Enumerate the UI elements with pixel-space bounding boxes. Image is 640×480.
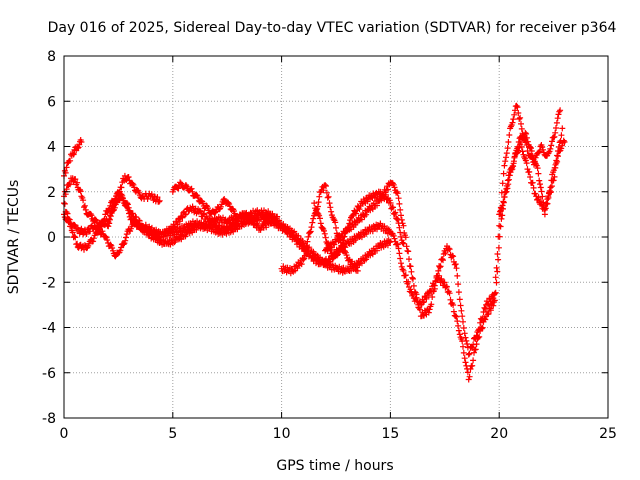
series-track-6 <box>169 179 242 224</box>
x-tick-label: 15 <box>381 426 399 442</box>
x-tick-label: 25 <box>599 426 617 442</box>
y-tick-label: -2 <box>42 275 56 291</box>
chart-title: Day 016 of 2025, Sidereal Day-to-day VTE… <box>48 20 617 36</box>
series-markers <box>169 179 242 224</box>
y-axis-label: SDTVAR / TECUs <box>6 180 22 295</box>
axis-ticks <box>63 55 609 419</box>
y-tick-label: -8 <box>42 411 56 427</box>
y-tick-label: 6 <box>47 94 56 110</box>
series-track-11 <box>496 129 568 218</box>
series-track-5 <box>104 191 281 240</box>
x-axis-label: GPS time / hours <box>276 458 393 474</box>
x-tick-label: 10 <box>273 426 291 442</box>
x-tick-label: 0 <box>60 426 69 442</box>
y-tick-label: -6 <box>42 366 56 382</box>
x-tick-label: 5 <box>168 426 177 442</box>
y-tick-label: 4 <box>47 140 56 156</box>
y-tick-label: -4 <box>42 321 56 337</box>
x-tick-label: 20 <box>490 426 508 442</box>
series-markers <box>104 191 281 240</box>
y-tick-label: 8 <box>47 49 56 65</box>
y-tick-label: 2 <box>47 185 56 201</box>
tick-labels: 0 5 10 15 20 25 -8 -6 -4 -2 0 2 4 6 8 <box>42 49 617 442</box>
series-markers <box>496 129 568 218</box>
y-tick-label: 0 <box>47 230 56 246</box>
